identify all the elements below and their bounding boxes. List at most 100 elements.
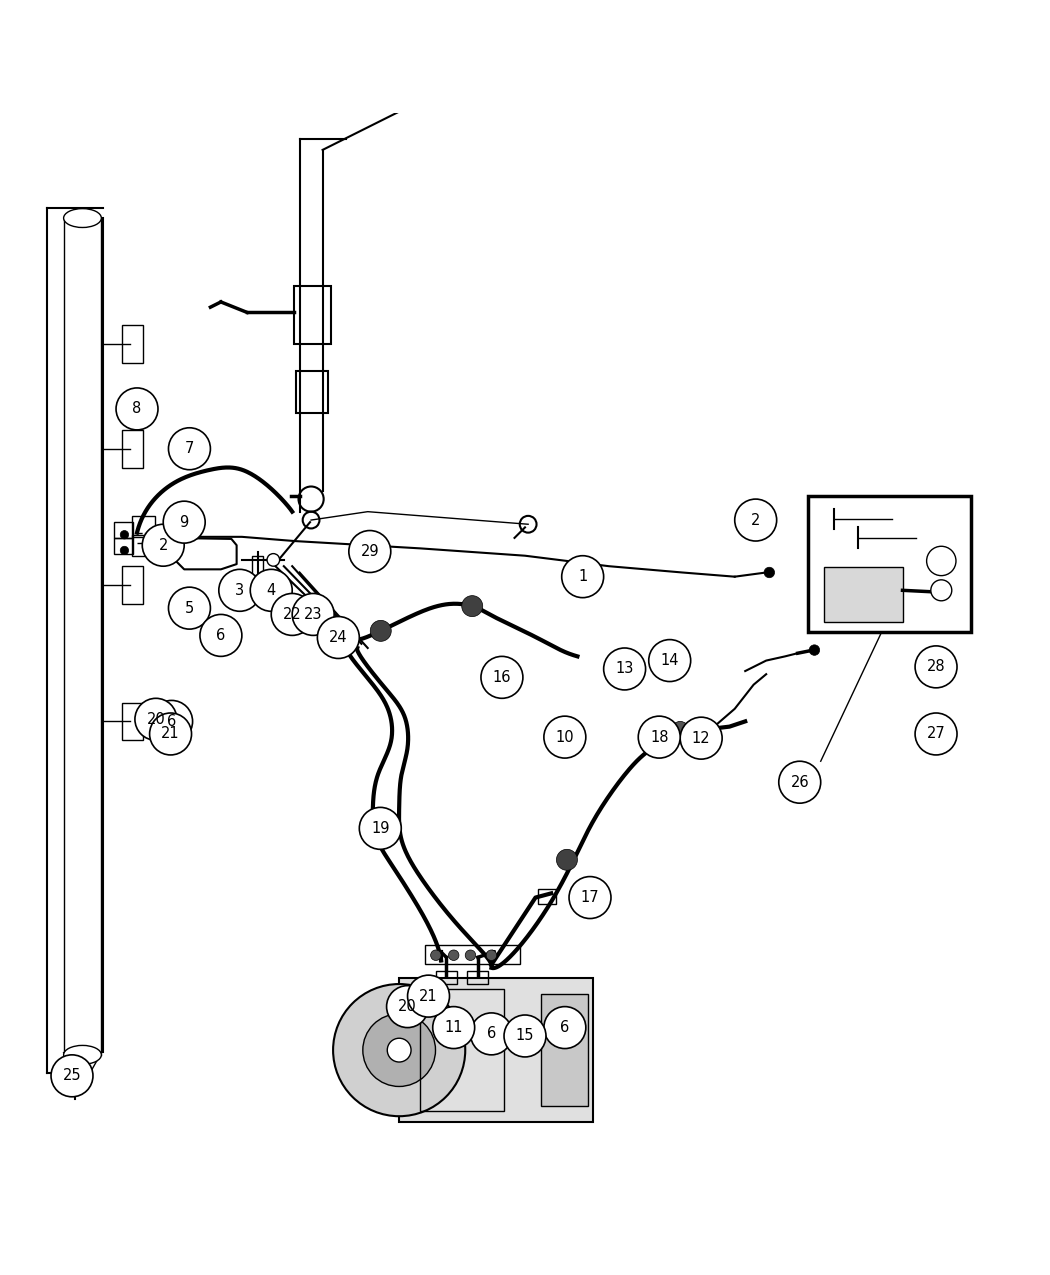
Text: 12: 12: [692, 731, 711, 746]
Bar: [123, 325, 143, 363]
Circle shape: [470, 1012, 512, 1054]
Circle shape: [465, 950, 476, 960]
Circle shape: [363, 1014, 436, 1086]
Text: 29: 29: [360, 544, 379, 558]
Text: 21: 21: [162, 727, 180, 742]
Circle shape: [349, 530, 391, 572]
Text: 3: 3: [235, 583, 245, 598]
Circle shape: [267, 553, 279, 566]
Circle shape: [218, 570, 260, 611]
Circle shape: [556, 849, 578, 871]
Circle shape: [481, 657, 523, 699]
Text: 20: 20: [398, 1000, 417, 1014]
Text: 14: 14: [660, 653, 679, 668]
Circle shape: [569, 877, 611, 918]
Text: 4: 4: [267, 583, 276, 598]
Circle shape: [168, 428, 210, 469]
Text: 28: 28: [927, 659, 945, 674]
Circle shape: [544, 1006, 586, 1048]
Text: 22: 22: [282, 607, 301, 622]
Circle shape: [163, 501, 205, 543]
Bar: [824, 567, 903, 622]
Circle shape: [638, 717, 680, 759]
Bar: [114, 538, 132, 553]
Text: 5: 5: [185, 601, 194, 616]
Circle shape: [371, 621, 392, 641]
Bar: [123, 703, 143, 741]
Circle shape: [317, 617, 359, 658]
Circle shape: [448, 950, 459, 960]
Bar: [123, 430, 143, 468]
Circle shape: [916, 646, 957, 687]
Circle shape: [117, 388, 158, 430]
Circle shape: [407, 975, 449, 1017]
Bar: [131, 534, 154, 556]
Text: 10: 10: [555, 729, 574, 745]
Circle shape: [486, 950, 497, 960]
Circle shape: [387, 1038, 411, 1062]
Ellipse shape: [64, 1046, 102, 1065]
Text: 25: 25: [63, 1068, 81, 1084]
Circle shape: [735, 499, 777, 541]
Bar: [808, 496, 970, 632]
Bar: [252, 556, 262, 575]
Bar: [296, 371, 328, 413]
Bar: [420, 989, 504, 1112]
Text: 6: 6: [167, 714, 176, 729]
Text: 23: 23: [303, 607, 322, 622]
Bar: [425, 945, 520, 964]
Bar: [131, 516, 154, 537]
Circle shape: [672, 722, 689, 738]
Circle shape: [926, 546, 956, 575]
Text: 24: 24: [329, 630, 348, 645]
Circle shape: [779, 761, 821, 803]
Ellipse shape: [64, 209, 102, 227]
Circle shape: [168, 588, 210, 629]
Text: 18: 18: [650, 729, 669, 745]
Circle shape: [250, 570, 292, 611]
Circle shape: [134, 699, 176, 741]
Text: 2: 2: [159, 538, 168, 553]
Text: 9: 9: [180, 515, 189, 529]
Circle shape: [654, 734, 665, 745]
Bar: [467, 972, 488, 983]
Circle shape: [562, 556, 604, 598]
Circle shape: [333, 984, 465, 1116]
Circle shape: [916, 713, 957, 755]
Text: 11: 11: [444, 1020, 463, 1035]
Circle shape: [680, 718, 722, 759]
Ellipse shape: [78, 1081, 88, 1091]
Text: 6: 6: [487, 1026, 496, 1042]
Bar: [436, 972, 457, 983]
Circle shape: [51, 1054, 93, 1096]
Circle shape: [764, 567, 775, 578]
Circle shape: [386, 986, 428, 1028]
Circle shape: [121, 546, 128, 555]
Circle shape: [149, 713, 191, 755]
Circle shape: [359, 807, 401, 849]
Circle shape: [121, 530, 128, 539]
Circle shape: [544, 717, 586, 759]
Text: 19: 19: [371, 821, 390, 836]
Circle shape: [696, 734, 707, 746]
Text: 6: 6: [216, 627, 226, 643]
Text: 2: 2: [751, 513, 760, 528]
Text: 7: 7: [185, 441, 194, 456]
Circle shape: [649, 640, 691, 682]
Circle shape: [504, 1015, 546, 1057]
Circle shape: [810, 645, 820, 655]
Circle shape: [142, 524, 184, 566]
Circle shape: [200, 615, 242, 657]
Circle shape: [433, 1006, 475, 1048]
Text: 8: 8: [132, 402, 142, 417]
Circle shape: [430, 950, 441, 960]
Circle shape: [604, 648, 646, 690]
Text: 13: 13: [615, 662, 634, 677]
Circle shape: [271, 593, 313, 635]
Circle shape: [150, 700, 192, 742]
Circle shape: [292, 593, 334, 635]
Bar: [123, 566, 143, 604]
Bar: [114, 523, 132, 538]
Text: 17: 17: [581, 890, 600, 905]
Text: 15: 15: [516, 1029, 534, 1043]
